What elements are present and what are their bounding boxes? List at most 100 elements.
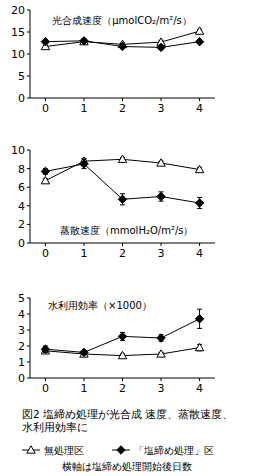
y-tick [27, 76, 30, 77]
data-point [157, 159, 165, 166]
y-tick-label: 10 [11, 48, 25, 61]
chart-panel: 0 5 10 15 20 0 1 2 3 4 光合成速度（μmolCO₂/m²/s） [11, 4, 215, 115]
x-tick [161, 98, 162, 101]
legend-marker [27, 446, 35, 453]
data-point [118, 155, 126, 162]
x-tick [161, 378, 162, 381]
data-point [80, 348, 88, 356]
x-tick-label: 3 [158, 382, 165, 395]
x-tick [83, 243, 84, 246]
data-point [118, 195, 126, 203]
x-tick [83, 98, 84, 101]
series-line [45, 319, 199, 353]
y-tick-label: 0 [18, 237, 25, 250]
x-tick-label: 0 [42, 382, 49, 395]
data-point [41, 345, 49, 353]
data-point [195, 37, 203, 45]
x-tick-label: 1 [80, 382, 87, 395]
y-tick [27, 243, 30, 244]
data-point [157, 350, 165, 357]
x-tick-label: 4 [196, 102, 203, 115]
x-tick-label: 2 [119, 102, 126, 115]
data-point [118, 351, 126, 358]
data-point [80, 37, 88, 45]
y-tick-label: 0 [18, 92, 25, 105]
x-tick [45, 243, 46, 246]
y-tick [27, 205, 30, 206]
caption: 図2 塩締め処理が光合成 速度、蒸散速度、水利用効率に [22, 408, 237, 434]
legend: 無処理区 「塩締め処理」区 [22, 445, 214, 456]
x-tick-label: 4 [196, 247, 203, 260]
figure: 0510152001234光合成速度（μmolCO₂/m²/s）02468100… [0, 0, 255, 476]
y-tick-label: 4 [18, 200, 25, 213]
error-cap [197, 208, 202, 209]
x-tick-label: 1 [80, 102, 87, 115]
y-tick-label: 0 [18, 372, 25, 385]
error-cap [197, 328, 202, 329]
y-tick [27, 54, 30, 55]
y-tick-label: 2 [18, 340, 25, 353]
axis-title: 水利用効率（×1000） [48, 300, 152, 311]
data-point [80, 37, 88, 44]
data-point [118, 42, 126, 50]
error-cap [197, 309, 202, 310]
y-tick-label: 8 [18, 163, 25, 176]
y-tick [27, 224, 30, 225]
data-point [157, 334, 165, 342]
x-tick [161, 243, 162, 246]
axis-title: 光合成速度（μmolCO₂/m²/s） [52, 15, 192, 26]
y-axis [30, 298, 31, 378]
y-tick-label: 5 [18, 70, 25, 83]
data-point [195, 343, 203, 350]
x-tick [122, 378, 123, 381]
chart-panel: 024681001234蒸散速度（mmolH₂O/m²/s） [11, 144, 215, 260]
error-cap [120, 204, 125, 205]
y-tick-label: 3 [18, 324, 25, 337]
y-tick-label: 6 [18, 181, 25, 194]
data-point [118, 332, 126, 340]
y-axis [30, 150, 31, 243]
error-cap [197, 197, 202, 198]
series-line [45, 164, 199, 203]
data-point [195, 165, 203, 172]
legend-label: 無処理区 [44, 445, 84, 456]
y-tick-label: 10 [11, 144, 25, 157]
x-tick [122, 243, 123, 246]
axis-title: 蒸散速度（mmolH₂O/m²/s） [60, 225, 193, 236]
y-tick [27, 362, 30, 363]
y-tick-label: 5 [18, 292, 25, 305]
y-tick [27, 150, 30, 151]
data-point [195, 315, 203, 323]
y-tick-label: 4 [18, 308, 25, 321]
x-tick [122, 98, 123, 101]
x-tick-label: 0 [42, 102, 49, 115]
chart-panel: 0 1 2 3 4 5 0 1 2 3 4 水利用効率（×1000） [18, 292, 215, 395]
legend-marker [117, 446, 125, 454]
error-cap [120, 193, 125, 194]
y-tick [27, 187, 30, 188]
data-point [41, 37, 49, 45]
x-tick-label: 3 [158, 102, 165, 115]
legend-label: 「塩締め処理」区 [134, 445, 214, 456]
plot-data [41, 309, 204, 359]
x-tick [199, 378, 200, 381]
data-point [41, 167, 49, 175]
y-tick [27, 346, 30, 347]
y-tick-label: 20 [11, 4, 25, 17]
y-tick-label: 1 [18, 356, 25, 369]
y-tick [27, 378, 30, 379]
x-tick-label: 4 [196, 382, 203, 395]
x-tick-label: 1 [80, 247, 87, 260]
x-tick [199, 98, 200, 101]
x-tick-label: 2 [119, 382, 126, 395]
x-tick [83, 378, 84, 381]
data-point [195, 27, 203, 34]
x-tick-label: 2 [119, 247, 126, 260]
data-point [157, 43, 165, 51]
y-tick [27, 330, 30, 331]
y-tick [27, 168, 30, 169]
y-tick-label: 15 [11, 26, 25, 39]
data-point [41, 176, 49, 183]
y-tick [27, 32, 30, 33]
x-tick-label: 0 [42, 247, 49, 260]
